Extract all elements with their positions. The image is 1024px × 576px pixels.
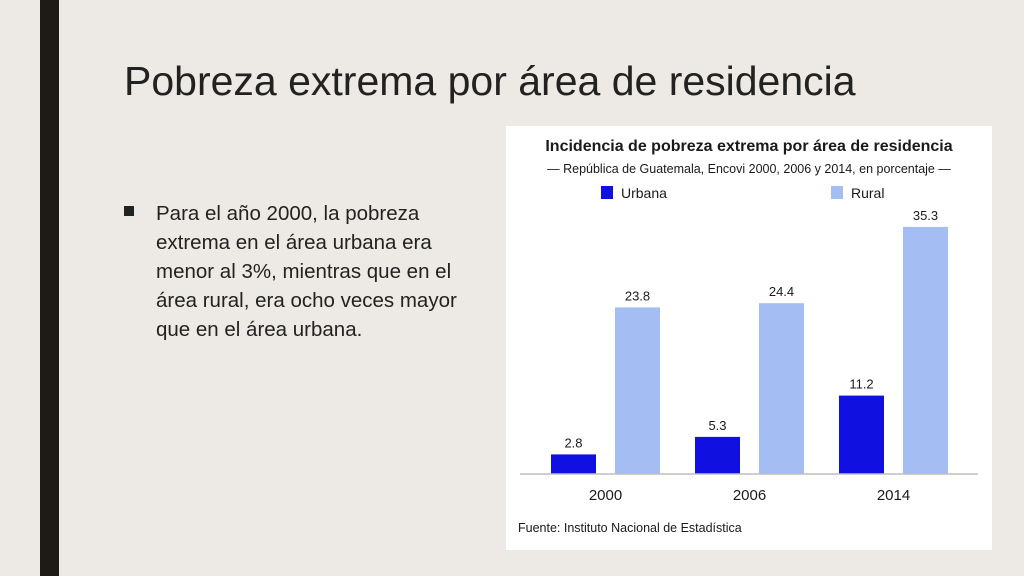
bar-urbana-2000 — [551, 454, 596, 474]
data-label-rural-2006: 24.4 — [769, 284, 794, 299]
bars-layer: 2.8 23.8 2000 5.3 24.4 2006 11.2 35.3 2014 — [551, 208, 948, 504]
chart-title: Incidencia de pobreza extrema por área d… — [545, 138, 952, 155]
bullet-item: Para el año 2000, la pobreza extrema en … — [124, 199, 484, 344]
data-label-urbana-2014: 11.2 — [849, 377, 873, 392]
x-tick-label-2014: 2014 — [877, 487, 910, 504]
bar-urbana-2006 — [695, 436, 740, 474]
bar-rural-2000 — [615, 307, 660, 474]
chart-panel: Incidencia de pobreza extrema por área d… — [506, 126, 992, 550]
bar-chart: Incidencia de pobreza extrema por área d… — [518, 138, 978, 535]
bar-urbana-2014 — [839, 395, 884, 474]
chart-subtitle: — República de Guatemala, Encovi 2000, 2… — [547, 162, 951, 176]
slide-title: Pobreza extrema por área de residencia — [124, 58, 856, 104]
x-tick-label-2000: 2000 — [589, 487, 622, 504]
accent-bar — [40, 0, 59, 576]
legend-swatch-urbana — [601, 186, 613, 199]
bar-rural-2006 — [759, 303, 804, 474]
x-tick-label-2006: 2006 — [733, 487, 766, 504]
bar-rural-2014 — [903, 226, 948, 474]
data-label-urbana-2000: 2.8 — [564, 435, 582, 450]
legend-label-urbana: Urbana — [621, 185, 667, 201]
data-label-rural-2000: 23.8 — [625, 288, 650, 303]
chart-source: Fuente: Instituto Nacional de Estadístic… — [518, 521, 742, 535]
data-label-urbana-2006: 5.3 — [708, 418, 726, 433]
legend-swatch-rural — [831, 186, 843, 199]
bullet-text: Para el año 2000, la pobreza extrema en … — [156, 202, 457, 341]
legend-label-rural: Rural — [851, 185, 884, 201]
bullet-marker — [124, 206, 134, 216]
data-label-rural-2014: 35.3 — [913, 208, 938, 223]
